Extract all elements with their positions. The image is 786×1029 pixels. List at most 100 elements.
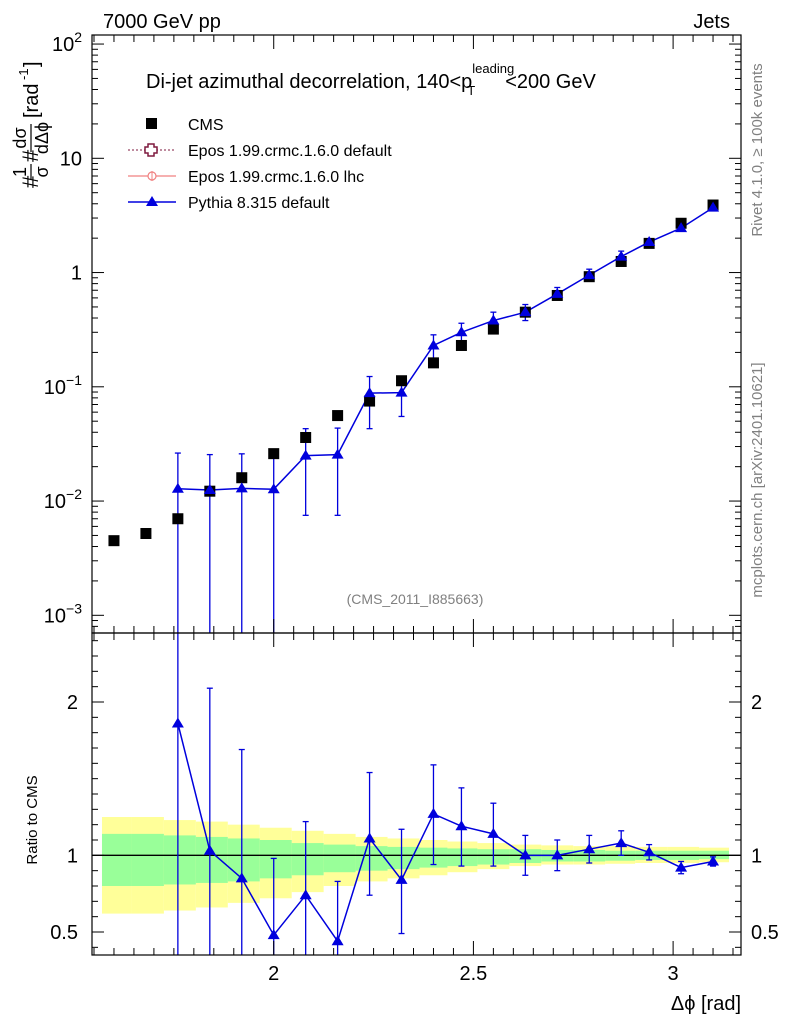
main-y-tick-label: 102: [52, 29, 82, 56]
pythia-point: [519, 306, 532, 317]
pythia-point: [171, 482, 184, 493]
pythia-point: [615, 250, 628, 261]
ratio-pythia-point: [395, 873, 408, 884]
pythia-point: [707, 201, 720, 212]
pythia-point: [235, 482, 248, 493]
main-y-tick-label: 10−3: [44, 600, 82, 627]
cms-data-point: [108, 535, 120, 547]
legend-marker-epos-lhc: [128, 171, 176, 181]
cms-data-point: [140, 527, 152, 539]
cms-data-point: [172, 513, 184, 525]
cms-data-point: [300, 431, 312, 443]
ratio-pythia-point: [363, 832, 376, 843]
legend-marker-epos-default: [128, 143, 176, 157]
cms-data-point: [487, 323, 499, 335]
svg-text:-1: -1: [16, 68, 31, 80]
legend: CMS Epos 1.99.crmc.1.6.0 default Epos 1.…: [128, 117, 392, 212]
legend-label-cms: CMS: [188, 117, 224, 134]
ratio-pythia-point: [427, 807, 440, 818]
ratio-stat-band-bin: [291, 843, 324, 876]
ratio-pythia-point: [583, 843, 596, 854]
ratio-pythia-point: [235, 872, 248, 883]
ratio-pythia-point: [707, 855, 720, 866]
main-y-tick-label: 1: [71, 263, 82, 285]
ratio-y-tick-label-left: 1: [67, 845, 78, 867]
cms-data-point: [364, 395, 376, 407]
ratio-pythia-point: [551, 849, 564, 860]
pythia-point: [455, 326, 468, 337]
ratio-stat-band-bin: [323, 844, 356, 873]
ratio-pythia-point: [519, 849, 532, 860]
cms-data-point: [427, 357, 439, 369]
svg-text:[rad: [rad: [21, 84, 43, 118]
ratio-uncertainty-bands: [101, 817, 730, 914]
main-y-tick-label: 10−1: [44, 372, 82, 399]
ratio-stat-band-bin: [259, 840, 292, 879]
ratio-stat-band-bin: [163, 835, 196, 885]
cms-data-point: [455, 339, 467, 351]
main-panel-data: [108, 199, 720, 633]
ratio-panel-data: [92, 633, 741, 955]
ratio-pythia-point: [643, 846, 656, 857]
pythia-point: [487, 314, 500, 325]
legend-label-epos-default: Epos 1.99.crmc.1.6.0 default: [188, 143, 392, 160]
rivet-version-label: Rivet 4.1.0, ≥ 100k events: [749, 63, 766, 236]
legend-marker-pythia: [128, 196, 176, 206]
chart-title: Di-jet azimuthal decorrelation, 140<plea…: [146, 61, 596, 98]
ratio-y-tick-label-right: 0.5: [751, 922, 779, 944]
cms-data-point: [332, 410, 344, 422]
ratio-y-tick-label-right: 1: [751, 845, 762, 867]
svg-text:#: #: [18, 149, 43, 162]
ratio-pythia-point: [487, 827, 500, 838]
axes: 10−3 10−2 10−1 1 10 102 0.5 0.5 1 1 2 2 2 2.5 3: [44, 29, 779, 985]
x-tick-label: 2.5: [460, 963, 488, 985]
pythia-point: [203, 483, 216, 494]
ratio-stat-band-bin: [195, 836, 228, 883]
pythia-point: [299, 449, 312, 460]
ratio-stat-band-bin: [131, 833, 164, 886]
pythia-point: [643, 236, 656, 247]
ratio-y-tick-label-right: 2: [751, 692, 762, 714]
ratio-pythia-point: [675, 861, 688, 872]
pythia-point: [267, 483, 280, 494]
header-right-label: Jets: [693, 11, 730, 33]
pythia-point: [675, 222, 688, 233]
ratio-stat-band-bin: [101, 833, 132, 886]
main-y-axis-label: # 1 σ # dσ dΔϕ [rad -1 ]: [10, 61, 52, 188]
ratio-y-tick-label-left: 2: [67, 692, 78, 714]
header-left-label: 7000 GeV pp: [103, 11, 221, 33]
svg-text:σ: σ: [32, 166, 52, 177]
svg-text:1: 1: [10, 167, 30, 177]
legend-label-pythia: Pythia 8.315 default: [188, 195, 330, 212]
ratio-pythia-point: [267, 929, 280, 940]
pythia-point: [551, 287, 564, 298]
ratio-pythia-point: [203, 844, 216, 855]
cms-data-point: [236, 472, 248, 484]
x-tick-label: 2: [268, 963, 279, 985]
ratio-pythia-point: [171, 717, 184, 728]
cms-data-point: [268, 448, 280, 460]
legend-marker-cms: [146, 118, 157, 129]
svg-text:#: #: [18, 175, 43, 188]
x-axis-label: Δϕ [rad]: [671, 993, 741, 1015]
ratio-pythia-line: [177, 723, 714, 943]
ratio-pythia-point: [299, 889, 312, 900]
ratio-stat-band-bin: [227, 838, 260, 882]
pythia-point: [583, 269, 596, 280]
pythia-point: [363, 387, 376, 398]
cms-data-point: [615, 255, 627, 267]
x-tick-label: 3: [668, 963, 679, 985]
ratio-pythia-point: [455, 820, 468, 831]
cms-data-point: [396, 375, 408, 387]
ratio-stat-band-bin: [447, 848, 478, 867]
svg-text:]: ]: [21, 61, 43, 67]
mcplots-label: mcplots.cern.ch [arXiv:2401.10621]: [749, 362, 766, 597]
ratio-y-tick-label-left: 0.5: [50, 922, 78, 944]
legend-label-epos-lhc: Epos 1.99.crmc.1.6.0 lhc: [188, 169, 364, 186]
pythia-point: [331, 448, 344, 459]
main-y-tick-label: 10: [60, 148, 82, 170]
ratio-stat-band-bin: [387, 846, 420, 870]
pythia-point: [395, 386, 408, 397]
ratio-pythia-point: [615, 837, 628, 848]
